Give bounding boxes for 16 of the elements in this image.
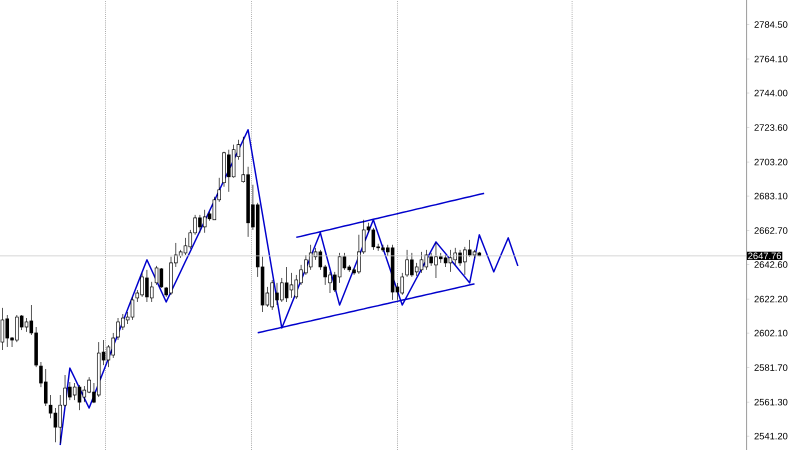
y-tick-label: 2581.70	[754, 364, 788, 371]
y-tick-label: 2683.10	[754, 192, 788, 200]
y-tick-label: 2703.20	[754, 158, 788, 166]
y-tick-label: 2622.20	[754, 296, 788, 302]
ref-line-label: 2647.76	[748, 252, 782, 260]
y-tick-label: 2662.70	[754, 227, 788, 234]
line-series	[296, 192, 485, 238]
y-tick-label: 2723.60	[754, 124, 788, 131]
y-tick-label: 2561.30	[754, 398, 788, 406]
line-series	[256, 283, 476, 334]
y-tick-label: 2784.50	[754, 21, 788, 28]
y-tick-label: 2602.10	[754, 330, 788, 336]
y-tick-label: 2642.60	[754, 261, 788, 268]
y-tick-label: 2764.10	[754, 56, 788, 62]
y-tick-label: 2744.00	[754, 90, 788, 96]
y-tick-label: 2541.20	[754, 432, 788, 440]
